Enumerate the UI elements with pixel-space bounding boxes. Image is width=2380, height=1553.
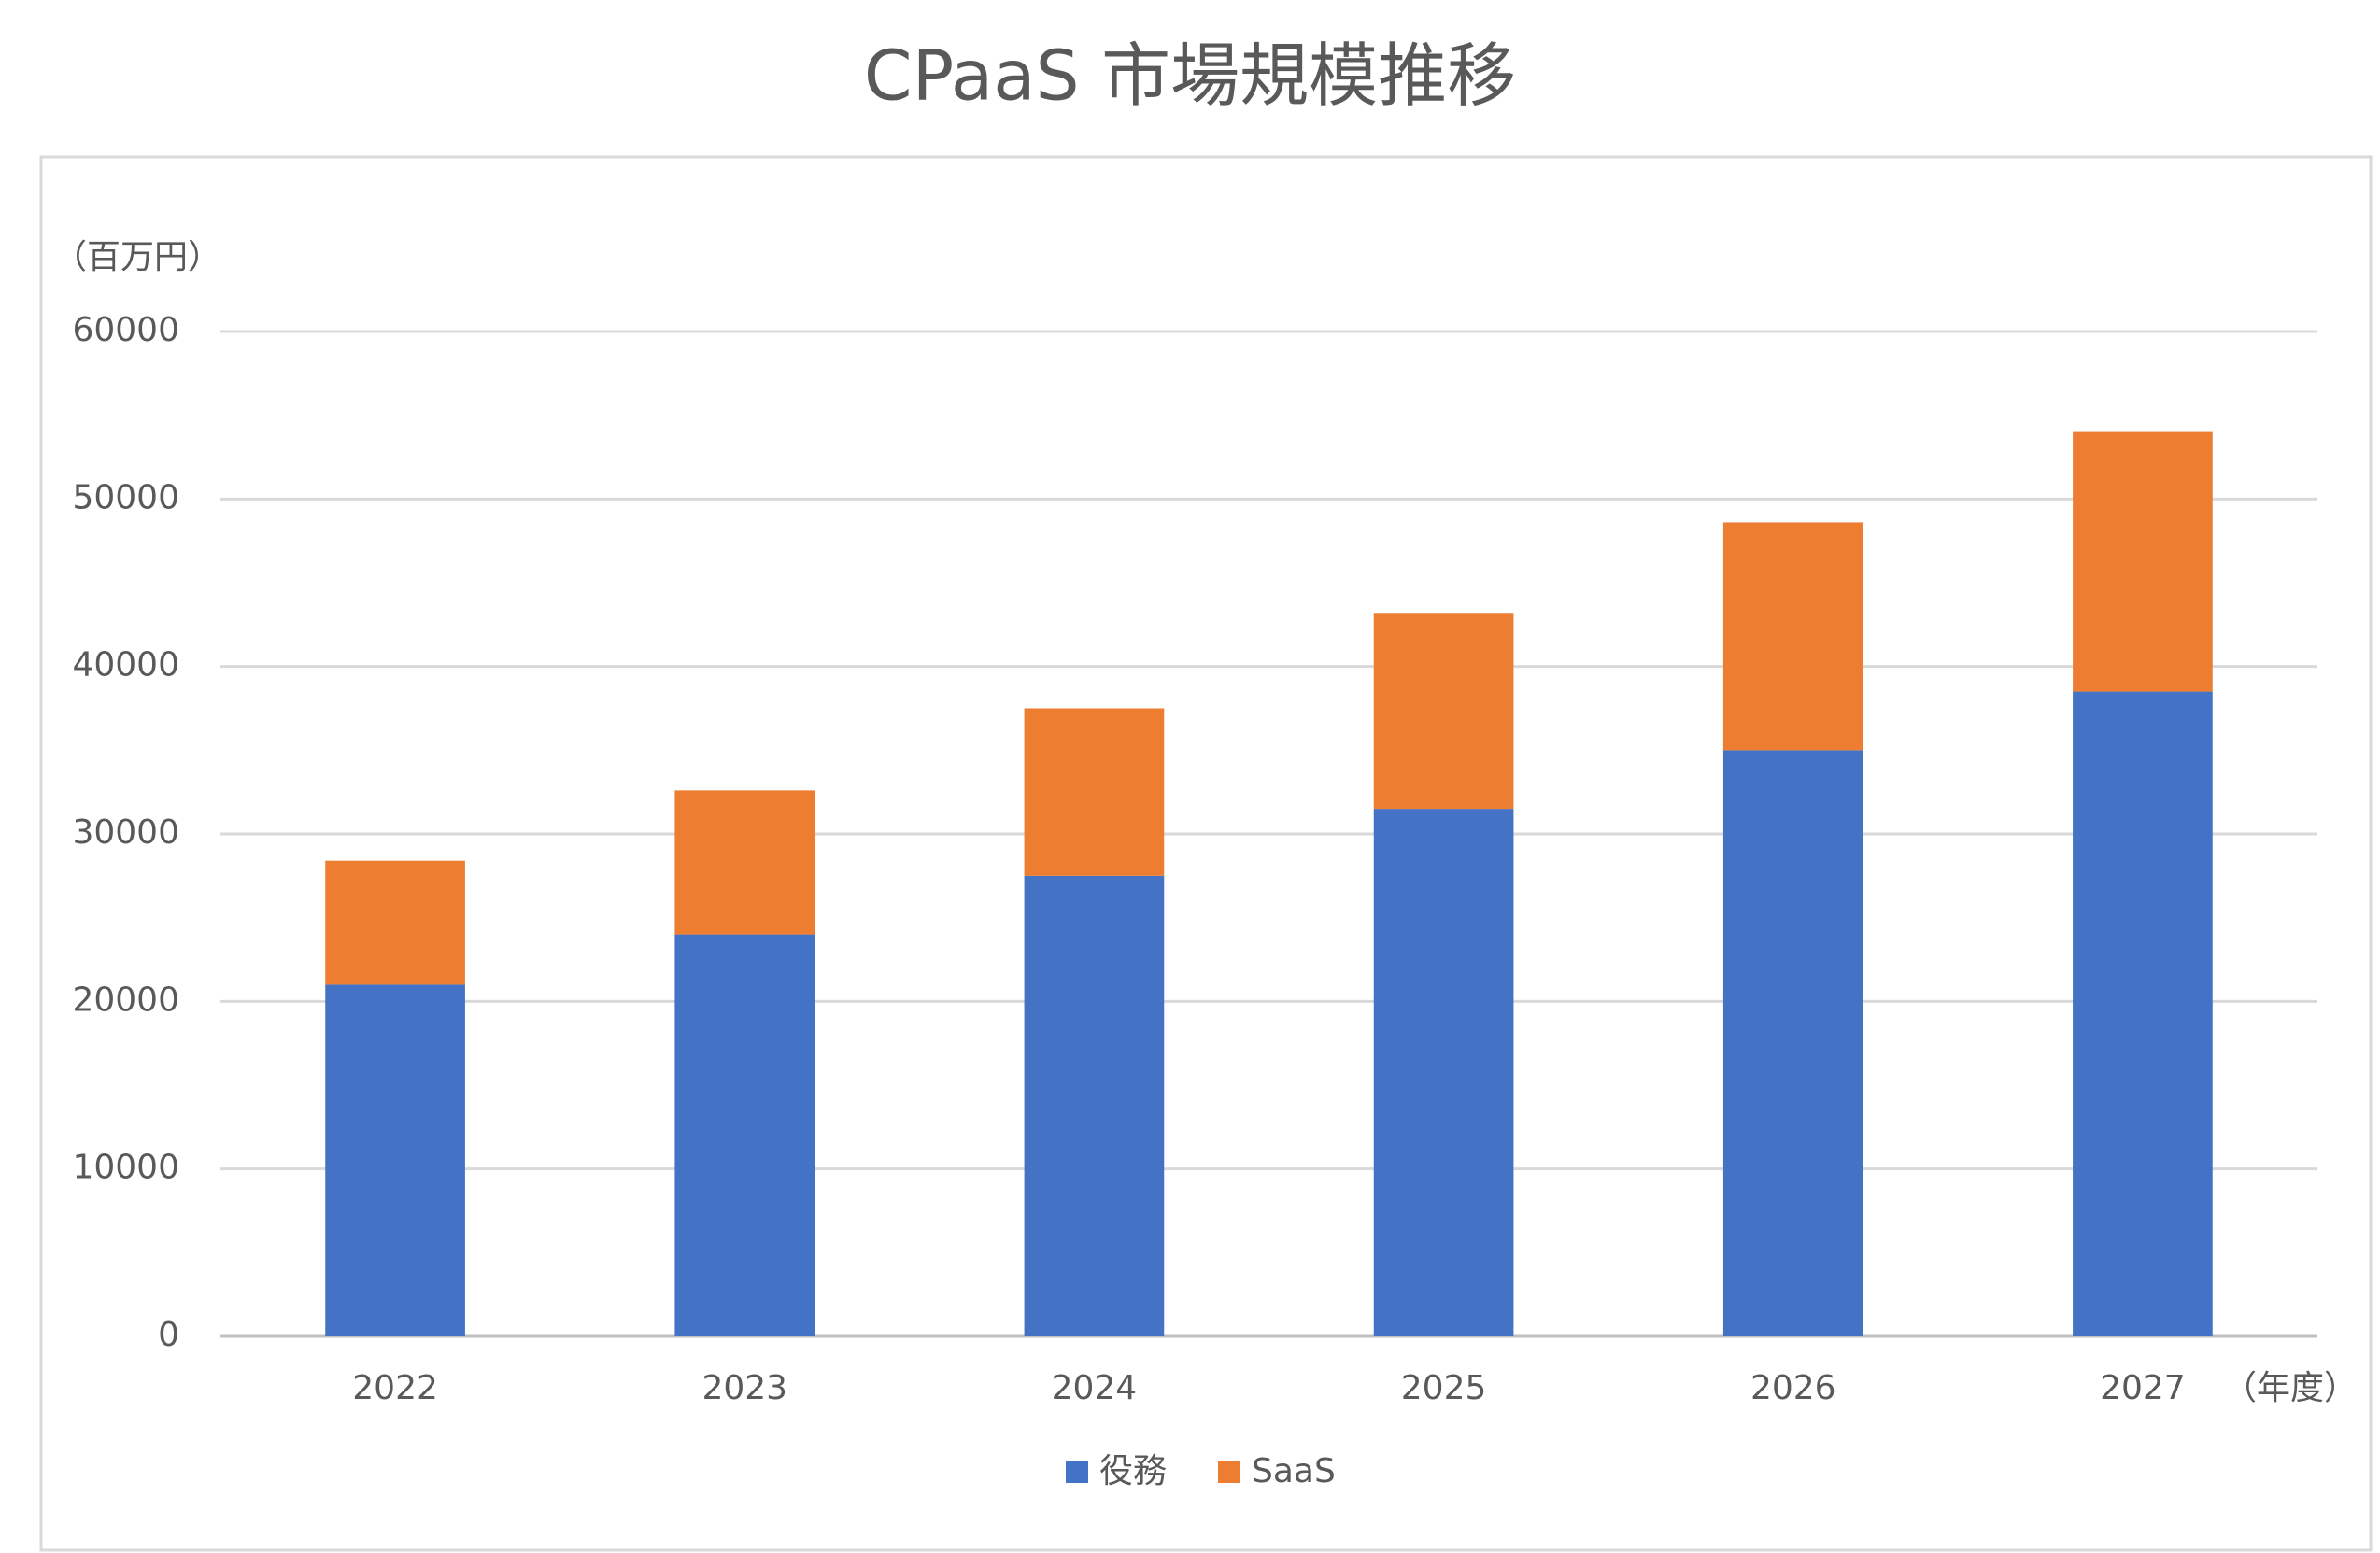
x-tick-label: 2024 <box>1052 1369 1138 1407</box>
bar-segment <box>674 790 815 935</box>
y-tick-label: 50000 <box>72 478 179 516</box>
bar-segment <box>325 860 465 985</box>
x-unit: （年度） <box>2223 1369 2358 1407</box>
chart-border <box>39 155 2373 1552</box>
x-tick-label: 2026 <box>1750 1369 1836 1407</box>
legend-label: SaaS <box>1252 1452 1336 1490</box>
bar-segment <box>1722 522 1863 751</box>
legend-swatch <box>1066 1461 1088 1483</box>
bar-segment <box>1373 613 1514 810</box>
bar-segment <box>1722 750 1863 1336</box>
bar-segment <box>2073 691 2213 1336</box>
y-unit: （百万円） <box>53 238 221 276</box>
y-tick-label: 10000 <box>72 1149 179 1187</box>
legend-label: 役務 <box>1099 1452 1167 1490</box>
x-tick-label: 2027 <box>2100 1369 2186 1407</box>
bar-segment <box>1373 809 1514 1336</box>
bar-segment <box>1024 875 1165 1336</box>
bar-segment <box>1024 708 1165 876</box>
y-tick-label: 30000 <box>72 813 179 852</box>
y-tick-label: 0 <box>158 1316 179 1354</box>
y-tick-label: 20000 <box>72 981 179 1019</box>
x-tick-label: 2025 <box>1401 1369 1487 1407</box>
chart-title: CPaaS 市場規模推移 <box>864 36 1516 117</box>
bar-segment <box>2073 431 2213 692</box>
legend-swatch <box>1218 1461 1240 1483</box>
bar-segment <box>674 934 815 1336</box>
y-tick-label: 40000 <box>72 646 179 685</box>
x-tick-label: 2022 <box>352 1369 438 1407</box>
x-tick-label: 2023 <box>701 1369 787 1407</box>
y-tick-label: 60000 <box>72 311 179 349</box>
bar-segment <box>325 984 465 1336</box>
